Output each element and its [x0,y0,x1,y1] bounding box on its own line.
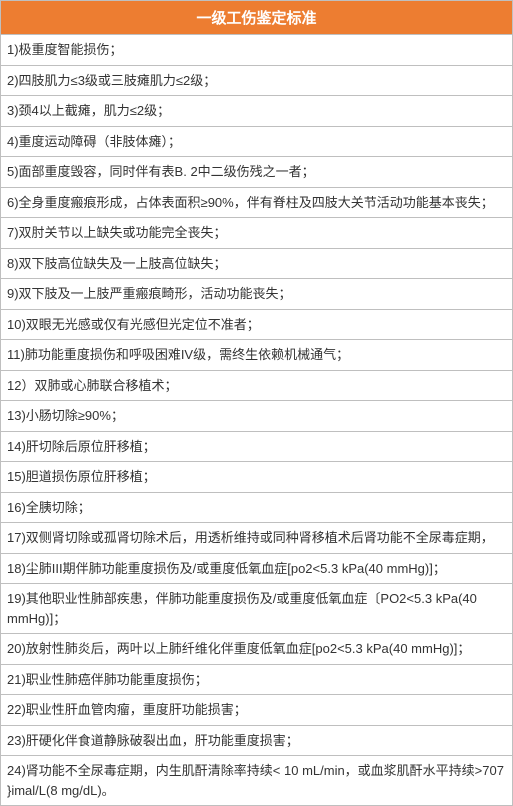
table-row: 7)双肘关节以上缺失或功能完全丧失； [1,218,513,249]
table-row: 18)尘肺III期伴肺功能重度损伤及/或重度低氧血症[po2<5.3 kPa(4… [1,553,513,584]
table-row: 17)双侧肾切除或孤肾切除术后，用透析维持或同种肾移植术后肾功能不全尿毒症期， [1,523,513,554]
table-header: 一级工伤鉴定标准 [1,1,513,35]
table-row: 22)职业性肝血管肉瘤，重度肝功能损害； [1,695,513,726]
table-row: 16)全胰切除； [1,492,513,523]
table-row: 5)面部重度毁容，同时伴有表B. 2中二级伤残之一者； [1,157,513,188]
table-row: 15)胆道损伤原位肝移植； [1,462,513,493]
table-row: 19)其他职业性肺部疾患，伴肺功能重度损伤及/或重度低氧血症〔PO2<5.3 k… [1,584,513,634]
table-row: 11)肺功能重度损伤和呼吸困难IV级，需终生依赖机械通气； [1,340,513,371]
table-row: 10)双眼无光感或仅有光感但光定位不准者； [1,309,513,340]
table-row: 6)全身重度瘢痕形成，占体表面积≥90%，伴有脊柱及四肢大关节活动功能基本丧失； [1,187,513,218]
table-row: 20)放射性肺炎后，两叶以上肺纤维化伴重度低氧血症[po2<5.3 kPa(40… [1,634,513,665]
table-row: 24)肾功能不全尿毒症期，内生肌酐清除率持续< 10 mL/min，或血浆肌酐水… [1,756,513,806]
injury-standards-table: 一级工伤鉴定标准 1)极重度智能损伤；2)四肢肌力≤3级或三肢瘫肌力≤2级；3)… [0,0,513,806]
table-row: 4)重度运动障碍（非肢体瘫）； [1,126,513,157]
table-row: 13)小肠切除≥90%； [1,401,513,432]
table-row: 1)极重度智能损伤； [1,35,513,66]
table-row: 2)四肢肌力≤3级或三肢瘫肌力≤2级； [1,65,513,96]
table-row: 12）双肺或心肺联合移植术； [1,370,513,401]
table-row: 21)职业性肺癌伴肺功能重度损伤； [1,664,513,695]
table-row: 8)双下肢高位缺失及一上肢高位缺失； [1,248,513,279]
table-row: 3)颈4以上截瘫，肌力≤2级； [1,96,513,127]
table-row: 23)肝硬化伴食道静脉破裂出血，肝功能重度损害； [1,725,513,756]
table-body: 1)极重度智能损伤；2)四肢肌力≤3级或三肢瘫肌力≤2级；3)颈4以上截瘫，肌力… [1,35,513,806]
table-row: 14)肝切除后原位肝移植； [1,431,513,462]
table-row: 9)双下肢及一上肢严重瘢痕畸形，活动功能丧失； [1,279,513,310]
